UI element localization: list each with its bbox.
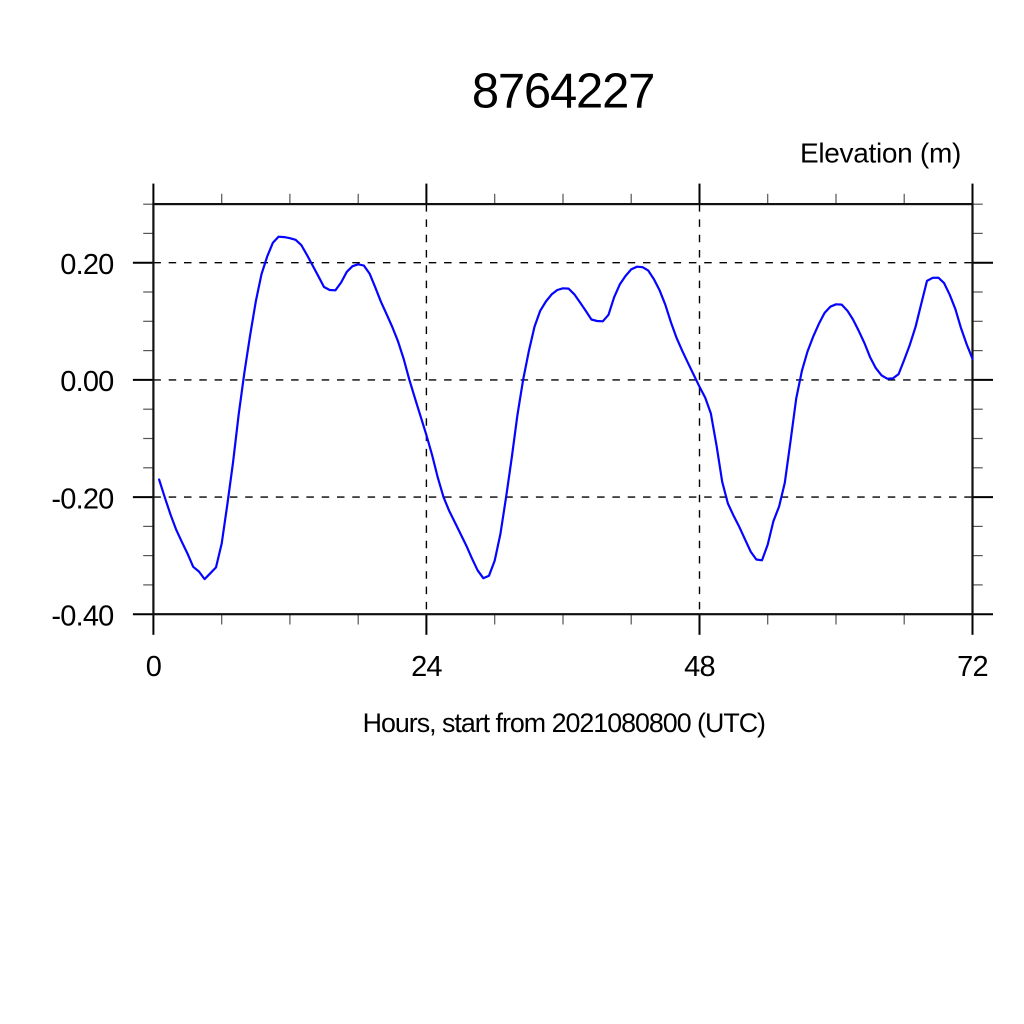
svg-text:0: 0 xyxy=(146,651,161,683)
svg-text:8764227: 8764227 xyxy=(472,65,654,119)
svg-text:48: 48 xyxy=(684,651,715,683)
svg-text:24: 24 xyxy=(411,651,442,683)
svg-text:-0.40: -0.40 xyxy=(51,600,113,632)
svg-text:0.20: 0.20 xyxy=(60,249,113,281)
svg-text:72: 72 xyxy=(957,651,988,683)
svg-text:Hours, start from 2021080800 (: Hours, start from 2021080800 (UTC) xyxy=(363,708,765,738)
svg-text:-0.20: -0.20 xyxy=(51,483,113,515)
svg-text:Elevation (m): Elevation (m) xyxy=(800,137,961,168)
svg-text:0.00: 0.00 xyxy=(60,366,113,398)
